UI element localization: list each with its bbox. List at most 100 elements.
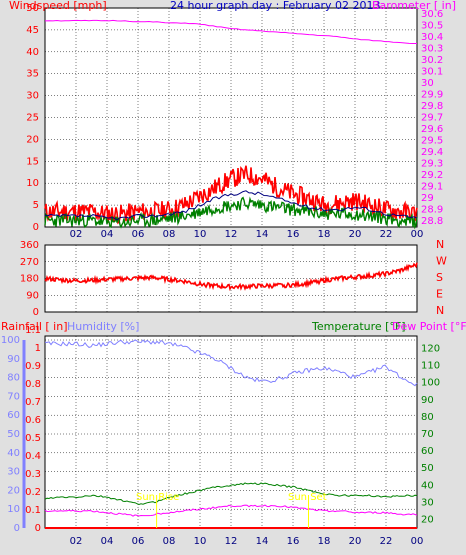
humidity-tick-label: 30 xyxy=(7,467,20,478)
x-tick-label: 06 xyxy=(132,536,145,547)
rainfall-axis-title: Rainfall [ in] xyxy=(1,320,68,333)
x-tick-label: 18 xyxy=(318,229,331,240)
temperature-tick-label: 40 xyxy=(421,480,434,491)
rain-tick-label: 0.5 xyxy=(25,433,41,444)
humidity-axis-title: Humidity [%] xyxy=(67,320,139,333)
direction-tick-label: 180 xyxy=(20,274,39,285)
rain-tick-label: 0.9 xyxy=(25,361,41,372)
barometer-tick-label: 29.4 xyxy=(421,147,443,158)
barometer-tick-label: 30.1 xyxy=(421,66,443,77)
windspeed-tick-label: 35 xyxy=(26,69,39,80)
rain-tick-label: 0.3 xyxy=(25,469,41,480)
dewpoint-axis-title: Dew Point [°F] xyxy=(392,320,466,333)
barometer-axis-title: Barometer [ in] xyxy=(372,0,456,12)
humidity-tick-label: 20 xyxy=(7,485,20,496)
avg-wind-series-line xyxy=(44,190,418,221)
barometer-series-line xyxy=(44,19,417,44)
barometer-tick-label: 30.6 xyxy=(421,9,443,20)
x-tick-label: 00 xyxy=(411,536,424,547)
x-tick-label: 20 xyxy=(349,536,362,547)
barometer-tick-label: 30.5 xyxy=(421,20,443,31)
humidity-tick-label: 80 xyxy=(7,373,20,384)
rain-tick-label: 1 xyxy=(35,343,41,354)
compass-label: S xyxy=(436,271,443,284)
low-wind-series-line xyxy=(44,196,418,230)
x-tick-label: 08 xyxy=(163,229,176,240)
x-tick-label: 00 xyxy=(411,229,424,240)
windspeed-axis-title: Windspeed [mph] xyxy=(9,0,107,12)
windspeed-tick-label: 0 xyxy=(33,222,39,233)
sunset-label: Sun Set xyxy=(288,492,327,503)
barometer-tick-label: 28.9 xyxy=(421,205,443,216)
barometer-tick-label: 29.3 xyxy=(421,159,443,170)
rain-tick-label: 0.6 xyxy=(25,415,41,426)
x-tick-label: 08 xyxy=(163,536,176,547)
barometer-tick-label: 28.8 xyxy=(421,216,443,227)
humidity-tick-label: 60 xyxy=(7,410,20,421)
x-tick-label: 02 xyxy=(70,536,83,547)
x-tick-label: 12 xyxy=(225,229,238,240)
x-tick-label: 18 xyxy=(318,536,331,547)
direction-series-line xyxy=(44,262,418,292)
humidity-tick-label: 90 xyxy=(7,354,20,365)
compass-label: N xyxy=(436,304,444,317)
temperature-tick-label: 100 xyxy=(421,378,440,389)
x-tick-label: 20 xyxy=(349,229,362,240)
humidity-series-line xyxy=(44,339,418,387)
barometer-tick-label: 29.5 xyxy=(421,136,443,147)
humidity-tick-label: 70 xyxy=(7,391,20,402)
rain-tick-label: 0.4 xyxy=(25,451,41,462)
direction-tick-label: 360 xyxy=(20,240,39,251)
temperature-tick-label: 20 xyxy=(421,514,434,525)
temperature-tick-label: 110 xyxy=(421,361,440,372)
temperature-tick-label: 60 xyxy=(421,446,434,457)
rain-tick-label: 0.2 xyxy=(25,487,41,498)
barometer-tick-label: 29.9 xyxy=(421,89,443,100)
rain-tick-label: 1.1 xyxy=(25,325,41,336)
barometer-tick-label: 30.3 xyxy=(421,43,443,54)
barometer-tick-label: 29.8 xyxy=(421,101,443,112)
temperature-axis-title: Temperature [°F] xyxy=(311,320,406,333)
x-tick-label: 04 xyxy=(101,229,114,240)
direction-tick-label: 270 xyxy=(20,257,39,268)
windspeed-tick-label: 20 xyxy=(26,134,39,145)
barometer-tick-label: 29.1 xyxy=(421,182,443,193)
humidity-tick-label: 50 xyxy=(7,429,20,440)
rain-tick-label: 0.7 xyxy=(25,397,41,408)
barometer-tick-label: 30 xyxy=(421,78,434,89)
series-lines xyxy=(44,19,418,529)
temperature-tick-label: 70 xyxy=(421,429,434,440)
barometer-tick-label: 30.2 xyxy=(421,55,443,66)
compass-label: W xyxy=(436,255,447,268)
direction-tick-label: 0 xyxy=(33,307,39,318)
x-tick-label: 16 xyxy=(287,229,300,240)
x-tick-label: 14 xyxy=(256,229,269,240)
temperature-tick-label: 30 xyxy=(421,497,434,508)
temperature-tick-label: 80 xyxy=(421,412,434,423)
x-tick-label: 06 xyxy=(132,229,145,240)
compass-label: E xyxy=(436,288,443,301)
windspeed-tick-label: 45 xyxy=(26,25,39,36)
temperature-tick-label: 90 xyxy=(421,395,434,406)
windspeed-tick-label: 40 xyxy=(26,47,39,58)
barometer-tick-label: 29 xyxy=(421,193,434,204)
barometer-tick-label: 29.7 xyxy=(421,113,443,124)
humidity-tick-label: 40 xyxy=(7,448,20,459)
page-title: 24 hour graph day : February 02 2013 xyxy=(170,0,381,12)
barometer-tick-label: 30.4 xyxy=(421,32,443,43)
x-tick-label: 02 xyxy=(70,229,83,240)
direction-tick-label: 90 xyxy=(26,290,39,301)
windspeed-tick-label: 25 xyxy=(26,113,39,124)
rain-tick-label: 0.8 xyxy=(25,379,41,390)
barometer-tick-label: 29.6 xyxy=(421,124,443,135)
x-tick-label: 14 xyxy=(256,536,269,547)
rain-tick-label: 0.1 xyxy=(25,505,41,516)
x-tick-label: 22 xyxy=(380,229,393,240)
x-tick-label: 12 xyxy=(225,536,238,547)
axis-ticks: 0202040406060808101012121414161618182020… xyxy=(1,3,443,547)
x-tick-label: 10 xyxy=(194,229,207,240)
sunrise-label: Sun Rise xyxy=(136,492,179,503)
x-tick-label: 16 xyxy=(287,536,300,547)
gust-series-line xyxy=(44,165,418,225)
